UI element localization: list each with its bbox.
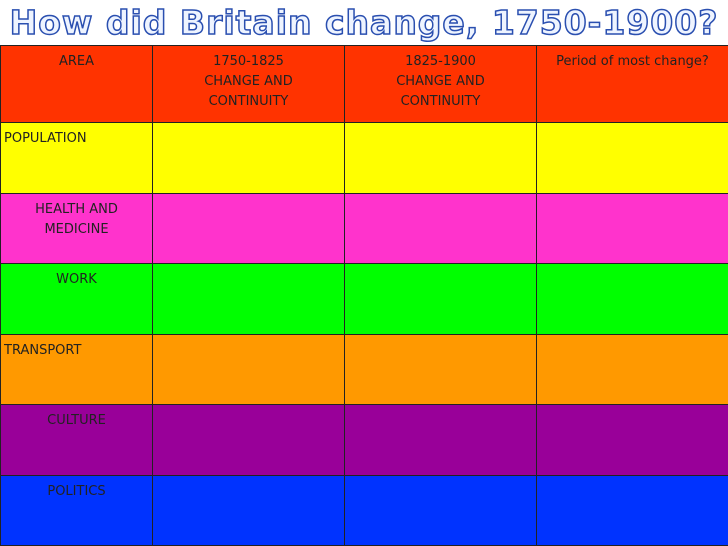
row-label: POPULATION [0, 122, 153, 194]
row-label: TRANSPORT [0, 333, 153, 406]
empty-cell [536, 122, 728, 194]
empty-cell [152, 263, 345, 335]
empty-cell [152, 474, 345, 546]
row-label: POLITICS [0, 474, 153, 546]
empty-cell [344, 404, 537, 476]
table-row: CULTURE [0, 404, 728, 476]
header-cell: AREA [0, 44, 153, 124]
header-text: CHANGE AND [204, 74, 293, 89]
header-text: AREA [58, 54, 95, 69]
page-title: How did Britain change, 1750-1900? [9, 2, 719, 43]
header-cell: Period of most change? [536, 44, 728, 124]
empty-cell [152, 404, 345, 476]
row-label: CULTURE [0, 404, 153, 476]
header-text: 1825-1900 [405, 54, 476, 69]
empty-cell [536, 333, 728, 406]
header-cell: 1825-1900 CHANGE AND CONTINUITY [344, 44, 537, 124]
empty-cell [152, 192, 345, 265]
empty-cell [344, 333, 537, 406]
empty-cell [536, 192, 728, 265]
empty-cell [344, 474, 537, 546]
table-row: WORK [0, 263, 728, 335]
empty-cell [152, 122, 345, 194]
empty-cell [344, 192, 537, 265]
table-row: TRANSPORT [0, 333, 728, 406]
table-row: POLITICS [0, 474, 728, 546]
header-text: CONTINUITY [400, 94, 481, 109]
row-label: HEALTH AND MEDICINE [0, 192, 153, 265]
header-cell: 1750-1825 CHANGE AND CONTINUITY [152, 44, 345, 124]
change-table: AREA 1750-1825 CHANGE AND CONTINUITY 1825-19… [0, 44, 728, 546]
empty-cell [536, 263, 728, 335]
empty-cell [536, 474, 728, 546]
header-text: CHANGE AND [396, 74, 485, 89]
table-row: HEALTH AND MEDICINE [0, 192, 728, 265]
table-row: POPULATION [0, 122, 728, 194]
empty-cell [344, 122, 537, 194]
empty-cell [344, 263, 537, 335]
header-row: AREA 1750-1825 CHANGE AND CONTINUITY 1825-19… [0, 44, 728, 124]
header-text: 1750-1825 [213, 54, 284, 69]
empty-cell [536, 404, 728, 476]
header-text: Period of most change? [556, 54, 709, 69]
empty-cell [152, 333, 345, 406]
header-text: CONTINUITY [208, 94, 289, 109]
row-label: WORK [0, 263, 153, 335]
